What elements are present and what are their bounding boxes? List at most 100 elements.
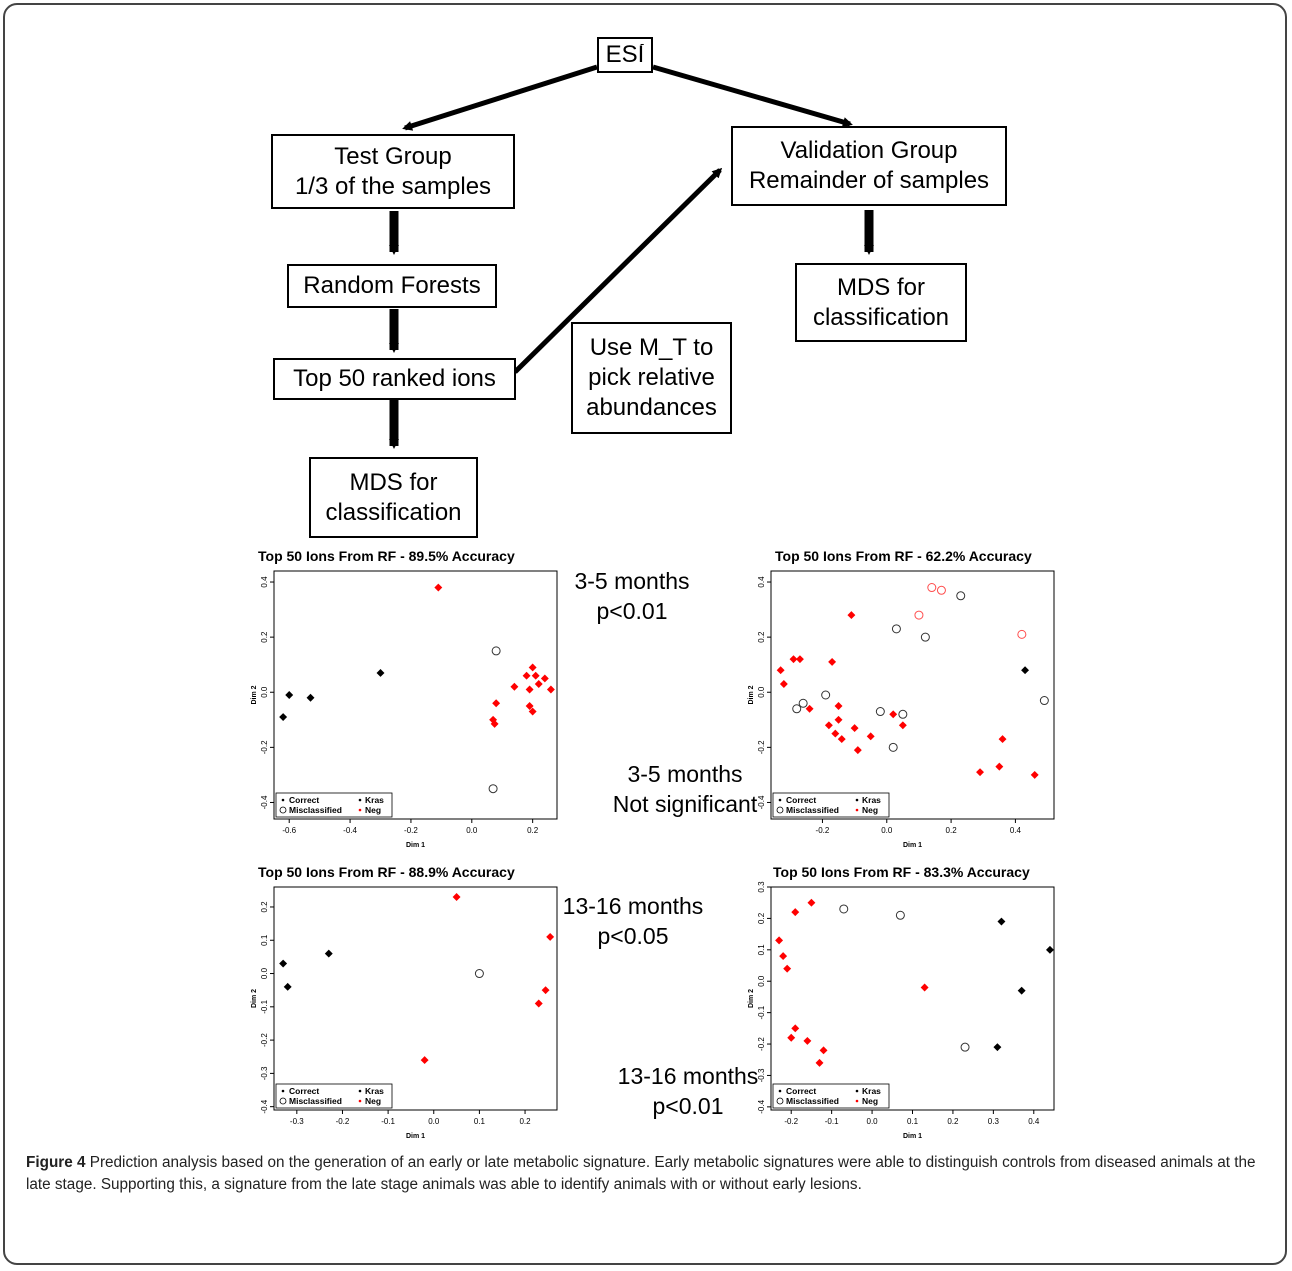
data-point-correct bbox=[1030, 770, 1039, 779]
test-group-box: Test Group 1/3 of the samples bbox=[271, 134, 515, 209]
mds-right-box: MDS for classification bbox=[795, 263, 967, 342]
y-tick-label: 0.3 bbox=[757, 881, 766, 893]
x-tick-label: 0.0 bbox=[428, 1117, 440, 1126]
data-point-misclassified bbox=[891, 624, 901, 634]
data-point-correct bbox=[828, 657, 837, 666]
data-point-misclassified bbox=[960, 1042, 970, 1052]
data-point-correct bbox=[819, 1046, 828, 1055]
legend-neg-label: Neg bbox=[365, 1096, 381, 1106]
y-tick-label: 0.1 bbox=[757, 944, 766, 956]
panel-title-4: Top 50 Ions From RF - 83.3% Accuracy bbox=[773, 864, 1030, 880]
legend-correct-label: Correct bbox=[289, 795, 319, 805]
y-tick-label: 0.4 bbox=[260, 576, 269, 588]
data-point-correct bbox=[528, 707, 537, 716]
x-tick-label: -0.2 bbox=[404, 826, 418, 835]
data-point-correct bbox=[324, 949, 333, 958]
data-point-correct bbox=[531, 671, 540, 680]
x-tick-label: 0.0 bbox=[881, 826, 893, 835]
data-point-correct bbox=[522, 671, 531, 680]
x-axis-label: Dim 1 bbox=[406, 1133, 425, 1140]
figure-frame bbox=[3, 3, 1287, 1265]
legend-misclassified-marker bbox=[776, 806, 784, 814]
data-point-misclassified bbox=[491, 646, 501, 656]
legend-misclassified-marker bbox=[279, 806, 287, 814]
legend-neg-label: Neg bbox=[862, 1096, 878, 1106]
data-point-correct bbox=[805, 704, 814, 713]
legend-kras-label: Kras bbox=[862, 795, 881, 805]
y-tick-label: -0.1 bbox=[260, 999, 269, 1013]
legend-box bbox=[772, 792, 890, 818]
plot-frame bbox=[273, 886, 558, 1111]
arrow-esi-to-test bbox=[402, 64, 598, 131]
panel-title-1: Top 50 Ions From RF - 89.5% Accuracy bbox=[258, 548, 515, 564]
x-tick-label: 0.4 bbox=[1010, 826, 1022, 835]
data-point-correct bbox=[791, 1024, 800, 1033]
caption-label: Figure 4 bbox=[26, 1154, 86, 1171]
legend-misclassified-label: Misclassified bbox=[786, 805, 839, 815]
x-tick-label: -0.3 bbox=[290, 1117, 304, 1126]
annotation-row2: 3-5 months Not significant bbox=[612, 761, 758, 817]
data-point-correct bbox=[775, 936, 784, 945]
scatter-plot-1: -0.6 -0.4 -0.2 0.0 0.2 -0.4 -0.2 0.0 0.2 0.4 Dim 1… bbox=[251, 570, 558, 849]
flowchart-arrows bbox=[389, 64, 874, 449]
data-point-correct bbox=[831, 729, 840, 738]
use-mt-box: Use M_T to pick relative abundances bbox=[571, 322, 732, 434]
data-point-correct bbox=[420, 1056, 429, 1065]
esi-label: ESI bbox=[605, 41, 645, 68]
x-tick-label: -0.2 bbox=[816, 826, 830, 835]
x-axis-label: Dim 1 bbox=[903, 842, 922, 849]
x-tick-label: 0.0 bbox=[466, 826, 478, 835]
data-point-correct bbox=[850, 724, 859, 733]
legend-correct-label: Correct bbox=[289, 1086, 319, 1096]
x-tick-label: 0.0 bbox=[867, 1117, 879, 1126]
y-tick-label: -0.4 bbox=[757, 795, 766, 809]
data-point-correct bbox=[847, 611, 856, 620]
legend-misclassified-label: Misclassified bbox=[289, 805, 342, 815]
data-point-correct bbox=[546, 932, 555, 941]
top-ions-box: Top 50 ranked ions bbox=[273, 358, 516, 400]
data-point-misclassified bbox=[474, 969, 484, 979]
figure-caption: Figure 4 Prediction analysis based on th… bbox=[26, 1152, 1266, 1196]
x-tick-label: -0.2 bbox=[784, 1117, 798, 1126]
x-tick-label: -0.1 bbox=[825, 1117, 839, 1126]
caption-text: Prediction analysis based on the generat… bbox=[26, 1154, 1256, 1193]
data-point-misclassified bbox=[927, 583, 937, 593]
y-tick-label: -0.2 bbox=[260, 740, 269, 754]
y-tick-label: 0.2 bbox=[757, 631, 766, 643]
legend-neg-marker bbox=[358, 1099, 362, 1103]
y-tick-label: 0.0 bbox=[260, 967, 269, 979]
data-point-misclassified bbox=[875, 707, 885, 717]
y-tick-label: 0.2 bbox=[757, 912, 766, 924]
x-tick-label: -0.6 bbox=[282, 826, 296, 835]
panel-title-3: Top 50 Ions From RF - 88.9% Accuracy bbox=[258, 864, 515, 880]
annotation-row1: 3-5 months p<0.01 bbox=[574, 568, 690, 624]
x-axis-label: Dim 1 bbox=[406, 842, 425, 849]
x-tick-label: 0.2 bbox=[519, 1117, 531, 1126]
data-point-correct bbox=[1017, 986, 1026, 995]
data-point-correct bbox=[783, 964, 792, 973]
data-point-correct bbox=[898, 721, 907, 730]
y-tick-label: 0.2 bbox=[260, 631, 269, 643]
legend-correct-marker bbox=[281, 798, 285, 802]
data-point-correct bbox=[541, 986, 550, 995]
arrow-esi-to-validation bbox=[652, 64, 853, 127]
data-point-correct bbox=[834, 715, 843, 724]
scatter-plot-4: -0.2 -0.1 0.0 0.1 0.2 0.3 0.4 -0.4 -0.3 -0.2 -0.1 0… bbox=[748, 881, 1055, 1140]
data-point-correct bbox=[837, 735, 846, 744]
data-point-correct bbox=[815, 1058, 824, 1067]
data-point-correct bbox=[866, 732, 875, 741]
data-point-correct bbox=[995, 762, 1004, 771]
x-tick-label: 0.4 bbox=[1028, 1117, 1040, 1126]
y-axis-label: Dim 2 bbox=[251, 989, 258, 1008]
data-point-misclassified bbox=[914, 610, 924, 620]
panel-title-2: Top 50 Ions From RF - 62.2% Accuracy bbox=[775, 548, 1032, 564]
x-tick-label: 0.1 bbox=[907, 1117, 919, 1126]
data-point-correct bbox=[546, 685, 555, 694]
legend-correct-marker bbox=[778, 1089, 782, 1093]
data-point-correct bbox=[807, 898, 816, 907]
data-point-correct bbox=[540, 674, 549, 683]
data-point-correct bbox=[998, 735, 1007, 744]
x-tick-label: -0.4 bbox=[343, 826, 357, 835]
plot-frame bbox=[770, 570, 1055, 820]
data-point-misclassified bbox=[798, 698, 808, 708]
